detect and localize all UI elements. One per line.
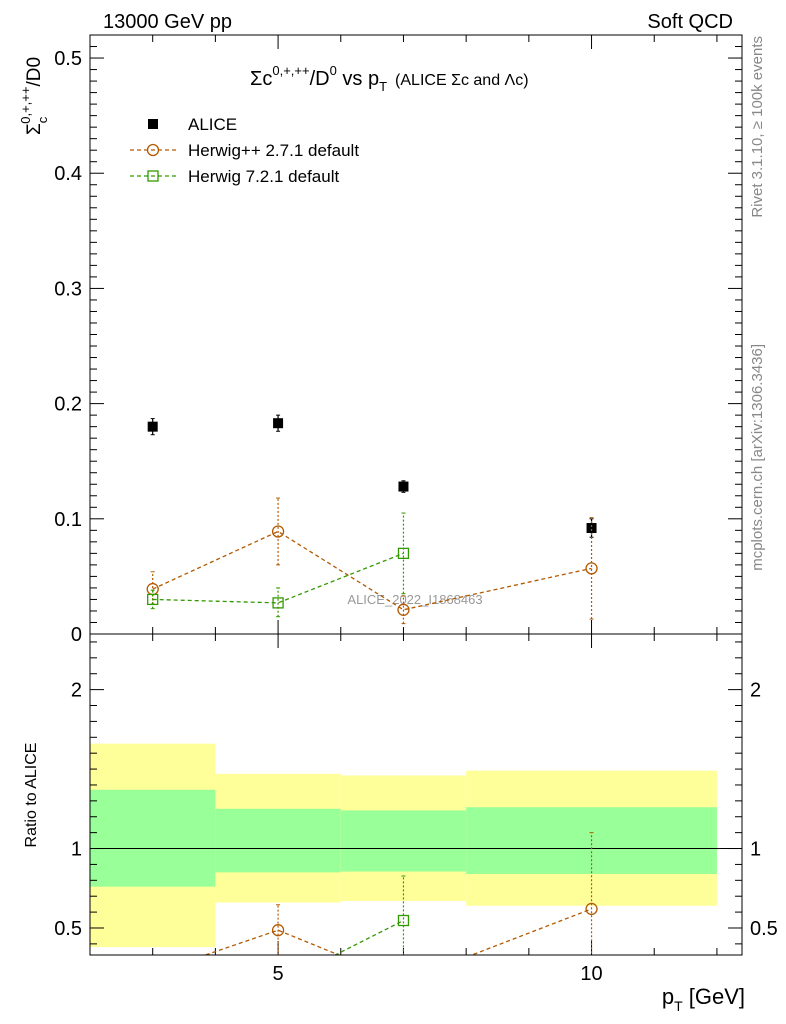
data-point-marker [271,924,285,937]
ratio-panel-frame [89,633,743,956]
data-point-marker [148,976,158,986]
series-line [333,919,404,955]
data-point-marker [397,603,410,616]
xlabel-tail: [GeV] [683,984,745,1009]
xlabel-base: p [662,984,674,1009]
main-y-axis-label: Σc0,+,++/D0 [18,57,50,135]
title-sup2: 0 [330,63,337,78]
x-tick-label: 10 [580,963,602,985]
data-point-marker [586,523,597,534]
title-sub: T [379,79,387,94]
data-point-marker [397,547,410,560]
ratio-y-tick-label-right: 2 [750,680,761,702]
data-point-marker [146,143,160,157]
data-point-marker [398,481,409,492]
legend-label: Herwig 7.2.1 default [188,167,339,186]
main-y-tick-label: 0.3 [54,278,82,300]
uncertainty-band-green-0 [90,789,216,887]
ratio-y-tick-label: 0.5 [54,918,82,940]
data-point-marker [148,119,158,129]
title-mid: /D [310,68,330,90]
ylabel-sub: c [35,116,50,123]
analysis-watermark: ALICE_2022_I1868463 [347,592,482,607]
rivet-version-text: Rivet 3.1.10, ≥ 100k events [749,36,766,218]
main-plot-title: Σc0,+,++/D0 vs pT (ALICE Σc and Λc) [250,63,529,94]
x-axis-label: pT [GeV] [662,984,745,1014]
uncertainty-band-green-2 [340,810,467,872]
main-y-tick-label: 0.1 [54,509,82,531]
ylabel-base: Σ [24,123,45,135]
main-series-2 [147,512,410,618]
x-tick-label: 5 [273,963,284,985]
main-y-tick-label: 0.5 [54,48,82,70]
legend-label: Herwig++ 2.7.1 default [188,141,359,160]
data-point-marker [272,597,284,609]
main-series-0 [147,414,597,538]
title-paren: (ALICE Σc and Λc) [395,72,529,89]
title-main: Σc [250,68,272,90]
data-point-marker [585,562,598,575]
mcplots-reference-text: mcplots.cern.ch [arXiv:1306.3436] [749,344,766,571]
ratio-y-tick-label: 2 [71,680,82,702]
energy-label: 13000 GeV pp [103,11,232,33]
ylabel-tail: /D0 [24,57,45,87]
ratio-series-1 [148,875,410,986]
main-y-tick-label: 0 [71,624,82,646]
ratio-y-tick-label-right: 0.5 [750,918,778,940]
data-point-marker [585,902,598,916]
ylabel-sup: 0,+,++ [18,87,33,124]
ratio-y-tick-label-right: 1 [750,839,761,861]
data-point-marker [398,976,409,987]
data-point-marker [273,418,284,429]
xlabel-sub: T [674,998,683,1014]
title-vs: vs p [337,68,379,90]
legend-label: ALICE [188,115,237,134]
data-point-marker [147,170,159,182]
main-y-tick-label: 0.4 [54,163,82,185]
data-point-marker [147,967,158,978]
uncertainty-band-green-1 [215,808,341,873]
series-line [152,530,592,611]
series-line [203,908,592,955]
data-point-marker [397,914,410,927]
data-point-marker [271,525,285,538]
title-sup1: 0,+,++ [272,63,309,78]
main-y-tick-label: 0.2 [54,394,82,416]
ratio-y-tick-label: 1 [71,839,82,861]
ratio-series-0 [147,832,598,987]
data-point-marker [147,593,159,606]
process-label: Soft QCD [647,11,733,33]
ratio-y-axis-label: Ratio to ALICE [23,743,40,848]
data-point-marker [147,421,158,432]
